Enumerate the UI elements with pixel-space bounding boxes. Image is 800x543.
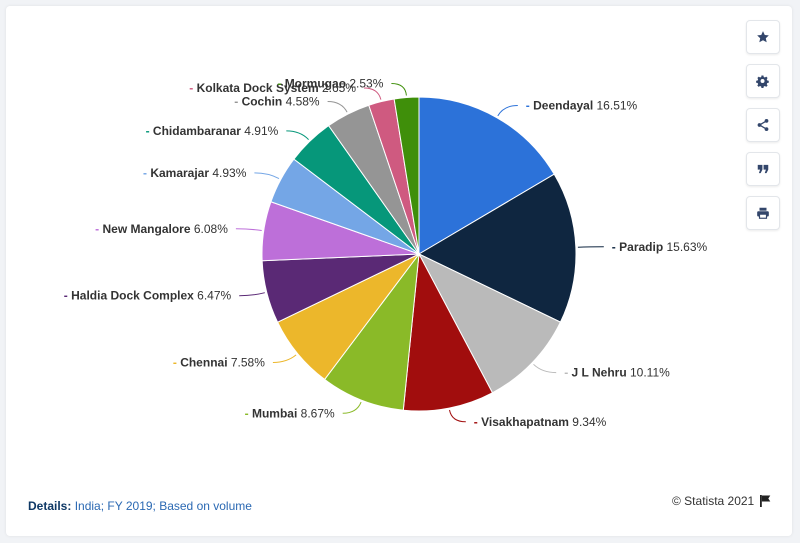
label-value: 4.91% bbox=[241, 124, 279, 138]
label-marker: - bbox=[474, 415, 481, 429]
leader-line-mormugao bbox=[391, 83, 407, 96]
quote-icon bbox=[757, 164, 769, 174]
label-value: 7.58% bbox=[228, 356, 266, 370]
cite-button[interactable] bbox=[746, 152, 780, 186]
leader-line-deendayal bbox=[497, 105, 518, 117]
label-marker: - bbox=[95, 222, 102, 236]
label-value: 6.08% bbox=[191, 222, 229, 236]
leader-line-visakhapatnam bbox=[449, 409, 466, 423]
label-value: 4.93% bbox=[209, 166, 247, 180]
label-marker: - bbox=[277, 77, 284, 91]
print-icon bbox=[757, 207, 769, 219]
settings-button[interactable] bbox=[746, 64, 780, 98]
leader-line-kolkata-dock-system bbox=[363, 87, 382, 100]
data-labels: - Deendayal 16.51%- Paradip 15.63%- J L … bbox=[64, 77, 708, 429]
data-label-visakhapatnam: - Visakhapatnam 9.34% bbox=[474, 415, 607, 429]
label-category: Deendayal bbox=[533, 99, 593, 113]
statista-credit[interactable]: © Statista 2021 bbox=[672, 494, 771, 508]
flag-icon bbox=[760, 495, 771, 507]
data-label-deendayal: - Deendayal 16.51% bbox=[526, 99, 638, 113]
data-label-mumbai: - Mumbai 8.67% bbox=[245, 406, 335, 420]
data-label-chennai: - Chennai 7.58% bbox=[173, 356, 265, 370]
label-marker: - bbox=[526, 99, 533, 113]
label-category: Paradip bbox=[619, 240, 663, 254]
label-category: Cochin bbox=[242, 95, 283, 109]
label-marker: - bbox=[146, 124, 153, 138]
pie-slice-visakhapatnam[interactable] bbox=[402, 252, 494, 412]
label-category: Kolkata Dock System bbox=[197, 81, 319, 95]
leader-line-new-mangalore bbox=[235, 228, 262, 231]
label-category: Mormugao bbox=[285, 77, 346, 91]
label-value: 8.67% bbox=[297, 406, 335, 420]
label-value: 6.47% bbox=[194, 289, 232, 303]
label-marker: - bbox=[564, 366, 571, 380]
label-marker: - bbox=[173, 356, 180, 370]
label-marker: - bbox=[143, 166, 150, 180]
label-value: 10.11% bbox=[627, 366, 670, 380]
pie-slices bbox=[261, 96, 577, 412]
credit-text: © Statista 2021 bbox=[672, 494, 755, 508]
label-category: Kamarajar bbox=[150, 166, 209, 180]
print-button[interactable] bbox=[746, 196, 780, 230]
label-marker: - bbox=[189, 81, 196, 95]
data-label-mormugao: - Mormugao 2.53% bbox=[277, 77, 383, 91]
gear-icon bbox=[756, 75, 769, 88]
chart-details: Details: India; FY 2019; Based on volume bbox=[28, 499, 252, 513]
leader-line-paradip bbox=[577, 246, 604, 248]
data-label-kamarajar: - Kamarajar 4.93% bbox=[143, 166, 247, 180]
details-text: India; FY 2019; Based on volume bbox=[74, 499, 252, 513]
label-category: Haldia Dock Complex bbox=[71, 289, 194, 303]
leader-line-cochin bbox=[327, 101, 348, 113]
data-label-j-l-nehru: - J L Nehru 10.11% bbox=[564, 366, 670, 380]
share-icon bbox=[757, 119, 769, 131]
pie-slice-paradip[interactable] bbox=[417, 173, 577, 323]
leader-lines bbox=[235, 83, 604, 423]
label-marker: - bbox=[245, 406, 252, 420]
details-label: Details: bbox=[28, 499, 72, 513]
leader-line-kamarajar bbox=[254, 172, 280, 180]
leader-line-haldia-dock-complex bbox=[239, 292, 265, 297]
data-label-chidambaranar: - Chidambaranar 4.91% bbox=[146, 124, 279, 138]
label-value: 2.53% bbox=[346, 77, 384, 91]
label-marker: - bbox=[64, 289, 71, 303]
chart-toolbar bbox=[746, 20, 780, 240]
label-category: Chidambaranar bbox=[153, 124, 241, 138]
label-marker: - bbox=[612, 240, 619, 254]
data-label-kolkata-dock-system: - Kolkata Dock System 2.65% bbox=[189, 81, 356, 95]
label-category: Chennai bbox=[180, 356, 227, 370]
leader-line-j-l-nehru bbox=[533, 363, 557, 374]
share-button[interactable] bbox=[746, 108, 780, 142]
pie-slice-j-l-nehru[interactable] bbox=[417, 252, 562, 394]
label-value: 16.51% bbox=[593, 99, 637, 113]
data-label-new-mangalore: - New Mangalore 6.08% bbox=[95, 222, 228, 236]
label-category: Visakhapatnam bbox=[481, 415, 569, 429]
pie-slice-mormugao[interactable] bbox=[393, 96, 420, 255]
leader-line-chidambaranar bbox=[286, 130, 309, 140]
label-value: 2.65% bbox=[319, 81, 357, 95]
label-marker: - bbox=[234, 95, 241, 109]
label-category: J L Nehru bbox=[572, 366, 627, 380]
leader-line-mumbai bbox=[342, 401, 362, 414]
label-value: 4.58% bbox=[282, 95, 320, 109]
pie-slice-deendayal[interactable] bbox=[418, 96, 555, 255]
label-value: 9.34% bbox=[569, 415, 607, 429]
label-value: 15.63% bbox=[663, 240, 707, 254]
data-label-haldia-dock-complex: - Haldia Dock Complex 6.47% bbox=[64, 289, 232, 303]
pie-slice-mumbai[interactable] bbox=[323, 252, 420, 411]
data-label-cochin: - Cochin 4.58% bbox=[234, 95, 320, 109]
label-category: New Mangalore bbox=[103, 222, 191, 236]
leader-line-chennai bbox=[272, 354, 297, 363]
label-category: Mumbai bbox=[252, 406, 297, 420]
data-label-paradip: - Paradip 15.63% bbox=[612, 240, 708, 254]
star-icon bbox=[757, 31, 769, 43]
favorite-button[interactable] bbox=[746, 20, 780, 54]
